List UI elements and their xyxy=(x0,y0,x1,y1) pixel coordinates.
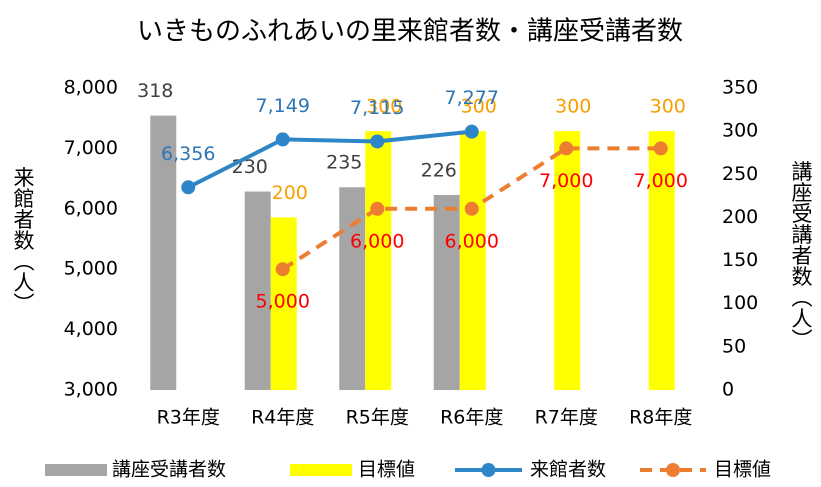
bar xyxy=(554,131,581,390)
y-tick-label: 8,000 xyxy=(64,77,118,99)
bar xyxy=(150,115,177,391)
data-label: 300 xyxy=(366,96,402,118)
x-tick-label: R4年度 xyxy=(251,407,314,429)
marker xyxy=(275,262,290,277)
data-label: 300 xyxy=(555,96,591,118)
x-tick-label: R8年度 xyxy=(629,407,692,429)
y2-tick-label: 300 xyxy=(722,120,758,142)
data-label: 7,115 xyxy=(350,97,404,119)
marker xyxy=(559,141,574,156)
data-label: 200 xyxy=(272,182,308,204)
data-label: 7,149 xyxy=(256,95,310,117)
data-label: 6,356 xyxy=(161,143,215,165)
y2-tick-label: 0 xyxy=(722,379,734,401)
bar xyxy=(433,194,460,390)
data-label: 300 xyxy=(650,96,686,118)
legend-swatch xyxy=(481,463,496,477)
marker xyxy=(464,201,479,216)
data-label: 6,000 xyxy=(350,230,404,252)
data-label: 5,000 xyxy=(256,291,310,313)
marker xyxy=(464,124,479,139)
marker xyxy=(275,132,290,147)
line xyxy=(187,129,472,190)
data-label: 6,000 xyxy=(445,230,499,252)
marker xyxy=(181,180,196,195)
x-tick-label: R3年度 xyxy=(157,407,220,429)
data-label: 300 xyxy=(461,96,497,118)
x-tick-label: R6年度 xyxy=(440,407,503,429)
data-label: 230 xyxy=(232,156,268,178)
y2-tick-label: 150 xyxy=(722,249,758,271)
y2-tick-label: 50 xyxy=(722,335,746,357)
legend-swatch xyxy=(45,464,107,476)
y2-tick-label: 350 xyxy=(722,77,758,99)
y-axis-title: 来館者数（人） xyxy=(11,167,35,314)
data-label: 7,277 xyxy=(445,87,499,109)
y2-tick-label: 250 xyxy=(722,163,758,185)
legend-label: 目標値 xyxy=(358,459,415,481)
bar xyxy=(339,187,366,390)
bar xyxy=(270,217,297,390)
bar xyxy=(365,131,392,390)
legend-label: 目標値 xyxy=(714,459,771,481)
data-label: 318 xyxy=(137,80,173,102)
data-label: 235 xyxy=(326,152,362,174)
marker xyxy=(370,201,385,216)
chart-title: いきものふれあいの里来館者数・講座受講者数 xyxy=(137,17,683,47)
x-tick-label: R5年度 xyxy=(346,407,409,429)
x-tick-label: R7年度 xyxy=(535,407,598,429)
y-tick-label: 5,000 xyxy=(64,258,118,280)
marker xyxy=(653,141,668,156)
y2-tick-label: 200 xyxy=(722,206,758,228)
data-label: 7,000 xyxy=(539,170,593,192)
legend-swatch xyxy=(290,464,352,476)
y2-axis-title: 講座受講者数（人） xyxy=(789,161,813,350)
bar xyxy=(648,131,675,390)
marker xyxy=(370,134,385,149)
y-tick-label: 6,000 xyxy=(64,197,118,219)
y-tick-label: 4,000 xyxy=(64,318,118,340)
bar xyxy=(244,191,271,390)
legend-swatch xyxy=(666,463,680,477)
legend-label: 来館者数 xyxy=(530,459,606,481)
data-label: 7,000 xyxy=(634,170,688,192)
y2-tick-label: 100 xyxy=(722,292,758,314)
data-label: 226 xyxy=(421,159,457,181)
legend-label: 講座受講者数 xyxy=(112,459,226,481)
y-tick-label: 3,000 xyxy=(64,379,118,401)
y-tick-label: 7,000 xyxy=(64,137,118,159)
bar xyxy=(459,131,486,390)
